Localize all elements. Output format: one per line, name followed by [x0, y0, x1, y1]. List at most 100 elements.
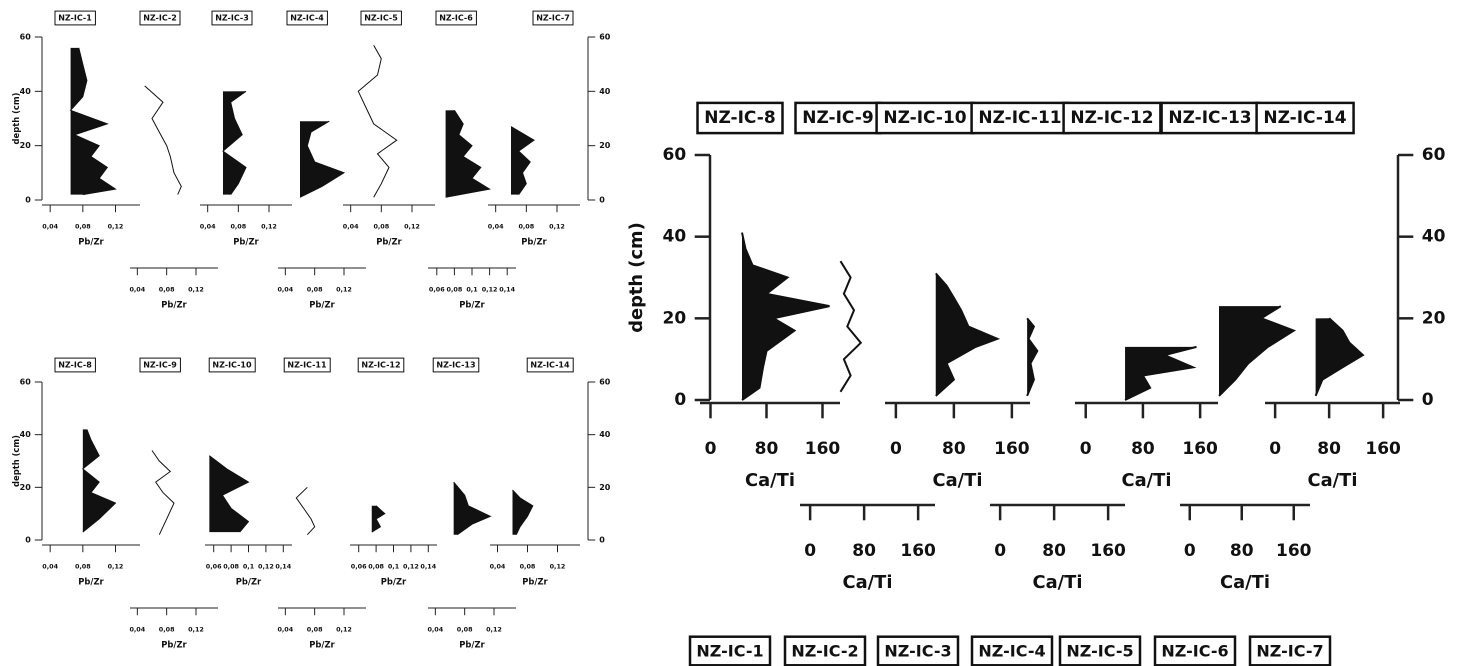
x-axis-label: Pb/Zr	[459, 639, 485, 649]
x-tick-label: 0,08	[230, 223, 246, 231]
x-tick-label: 0,08	[159, 626, 175, 634]
x-tick-label: 0,04	[129, 626, 145, 634]
profile-line	[1124, 345, 1197, 401]
y-tick-label: 0	[25, 536, 31, 545]
y2-tick-label: 60	[1422, 145, 1446, 165]
y-tick-label: 60	[20, 33, 32, 42]
core-label: NZ-IC-4	[290, 14, 324, 23]
x-tick-label: 80	[852, 541, 876, 561]
x-tick-label: 0,14	[420, 563, 436, 571]
x-tick-label: 0,1	[466, 286, 477, 294]
x-tick-label: 160	[805, 439, 841, 459]
profile-fill	[1027, 318, 1038, 396]
core-label: NZ-IC-3	[215, 14, 249, 23]
profile-fill	[935, 273, 998, 396]
x-tick-label: 0,12	[188, 286, 204, 294]
x-tick-label: 160	[900, 541, 936, 561]
core-label-box	[357, 357, 405, 373]
x-tick-label: 0,08	[457, 626, 473, 634]
core-label-box	[1058, 635, 1142, 666]
y-tick-label: 60	[663, 145, 687, 165]
core-label-box	[783, 635, 867, 666]
core-label: NZ-IC-1	[58, 14, 92, 23]
core-label: NZ-IC-13	[436, 361, 475, 370]
core-label: NZ-IC-3	[884, 642, 951, 661]
core-label: NZ-IC-1	[696, 642, 763, 661]
core-label: NZ-IC-8	[704, 108, 775, 128]
y2-tick-label: 0	[599, 196, 605, 205]
core-label-box	[432, 357, 480, 373]
profile-fill	[445, 110, 490, 198]
x-axis-label: Ca/Ti	[1220, 572, 1270, 593]
x-tick-label: 0,08	[368, 563, 384, 571]
x-tick-label: 160	[1182, 439, 1218, 459]
core-label-box	[208, 357, 256, 373]
core-label: NZ-IC-9	[802, 108, 873, 128]
x-axis-label: Pb/Zr	[161, 639, 187, 649]
x-axis-label: Ca/Ti	[1033, 572, 1083, 593]
x-tick-label: 0,12	[108, 563, 124, 571]
x-tick-label: 0	[1184, 541, 1196, 561]
profile-line	[295, 486, 316, 536]
x-tick-label: 0,04	[277, 286, 293, 294]
profile-fill	[512, 489, 533, 535]
x-tick-label: 0	[1269, 439, 1281, 459]
x-tick-label: 0,08	[75, 563, 91, 571]
core-label-box	[286, 10, 328, 26]
x-tick-label: 0,1	[243, 563, 254, 571]
profile-line	[1218, 305, 1297, 397]
core-label-box	[1153, 635, 1237, 666]
core-label-box	[688, 635, 772, 666]
profile-line	[144, 85, 182, 195]
x-tick-label: 0,08	[159, 286, 175, 294]
x-tick-label: 0,04	[490, 563, 506, 571]
core-label: NZ-IC-8	[58, 361, 92, 370]
profile-fill	[371, 505, 385, 533]
core-label: NZ-IC-14	[1263, 108, 1346, 128]
core-label: NZ-IC-12	[1070, 108, 1153, 128]
x-tick-label: 0,06	[429, 286, 445, 294]
x-tick-label: 0,12	[486, 626, 502, 634]
x-tick-label: 0,04	[343, 223, 359, 231]
x-tick-label: 160	[1365, 439, 1401, 459]
profile-fill	[209, 455, 249, 533]
x-axis-label: Pb/Zr	[233, 236, 259, 246]
x-tick-label: 0,12	[336, 626, 352, 634]
x-tick-label: 80	[1317, 439, 1341, 459]
y-axis-label: depth (cm)	[11, 435, 21, 487]
core-label: NZ-IC-4	[978, 642, 1045, 661]
x-tick-label: 0,12	[108, 223, 124, 231]
x-tick-label: 0,12	[258, 563, 274, 571]
x-tick-label: 0,04	[129, 286, 145, 294]
x-tick-label: 0,14	[275, 563, 291, 571]
profile-fill	[70, 47, 116, 195]
x-tick-label: 80	[1042, 541, 1066, 561]
x-axis-label: Ca/Ti	[1122, 470, 1172, 491]
x-axis-label: Ca/Ti	[933, 470, 983, 491]
x-tick-label: 0,08	[520, 563, 536, 571]
x-tick-label: 0,12	[550, 563, 566, 571]
core-label: NZ-IC-2	[791, 642, 858, 661]
core-label: NZ-IC-12	[361, 361, 400, 370]
y-tick-label: 20	[20, 483, 32, 492]
core-label-box	[696, 101, 784, 135]
core-label-box	[794, 101, 882, 135]
core-label: NZ-IC-7	[1256, 642, 1323, 661]
core-label-box	[139, 10, 181, 26]
x-tick-label: 0	[890, 439, 902, 459]
y2-tick-label: 60	[599, 33, 611, 42]
core-label: NZ-IC-5	[364, 14, 398, 23]
core-label-box	[526, 357, 574, 373]
profile-fill	[511, 126, 534, 195]
core-label: NZ-IC-7	[536, 14, 570, 23]
x-tick-label: 0,08	[373, 223, 389, 231]
x-tick-label: 0,06	[206, 563, 222, 571]
x-tick-label: 0,12	[404, 223, 420, 231]
core-label-box	[970, 635, 1054, 666]
x-axis-label: Pb/Zr	[381, 576, 407, 586]
x-tick-label: 0,12	[188, 626, 204, 634]
x-tick-label: 0,12	[549, 223, 565, 231]
profile-line	[371, 505, 386, 533]
y-tick-label: 40	[20, 430, 32, 439]
x-tick-label: 0,04	[277, 626, 293, 634]
